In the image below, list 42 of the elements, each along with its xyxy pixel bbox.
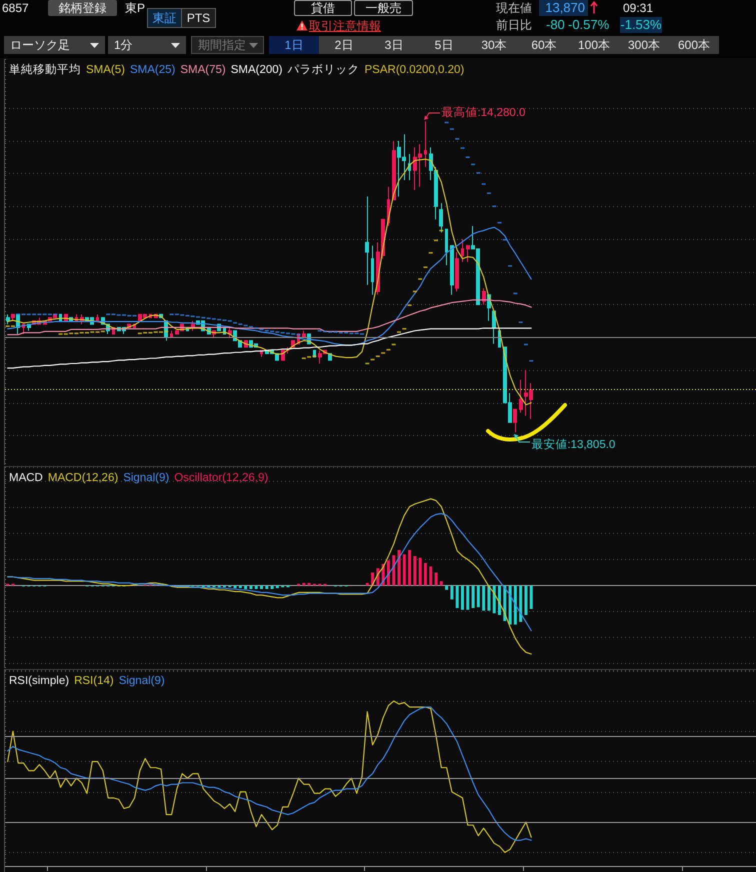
text: 期間指定 xyxy=(198,38,246,52)
text: ローソク足 xyxy=(10,38,70,52)
text: 東P xyxy=(125,1,146,15)
text: 東証 xyxy=(152,11,176,25)
text: 30本 xyxy=(481,38,507,52)
text: -0.57% xyxy=(568,17,610,32)
text: SMA(5) xyxy=(86,63,125,77)
text: PTS xyxy=(186,11,210,25)
legend-title: MACD xyxy=(9,471,43,485)
text: 1日 xyxy=(284,38,304,52)
text: 2日 xyxy=(334,38,354,52)
text: Signal(9) xyxy=(123,471,170,485)
text: 貸借 xyxy=(311,1,335,15)
text: SMA(25) xyxy=(130,63,176,77)
text: 銘柄登録 xyxy=(58,1,106,15)
text: Oscillator(12,26,9) xyxy=(174,471,268,485)
text: 6857 xyxy=(2,1,29,15)
legend-title: RSI(simple) xyxy=(9,674,70,688)
text: SMA(75) xyxy=(180,63,226,77)
text: 300本 xyxy=(628,38,660,52)
text: 100本 xyxy=(578,38,610,52)
legend-title: 単純移動平均 xyxy=(9,63,81,77)
text: 1分 xyxy=(114,38,133,52)
text: SMA(200) xyxy=(230,63,283,77)
text: MACD(12,26) xyxy=(48,471,118,485)
text: 3日 xyxy=(384,38,404,52)
text: 前日比 xyxy=(496,18,532,32)
text: PSAR(0.0200,0.20) xyxy=(364,63,464,77)
text: -1.53% xyxy=(620,17,662,32)
text: RSI(14) xyxy=(74,674,114,688)
annotation: 最安値:13,805.0 xyxy=(531,438,616,452)
annotation: 最高値:14,280.0 xyxy=(441,106,526,120)
text: 一般売 xyxy=(366,1,402,15)
text: 現在値 xyxy=(496,1,532,15)
text: 600本 xyxy=(678,38,710,52)
annotation: パラボリック xyxy=(288,63,360,77)
text: 13,870 xyxy=(545,0,585,15)
text: 60本 xyxy=(531,38,557,52)
text: 5日 xyxy=(434,38,454,52)
text: Signal(9) xyxy=(118,674,165,688)
text: -80 xyxy=(546,17,565,32)
text: 09:31 xyxy=(623,1,654,15)
